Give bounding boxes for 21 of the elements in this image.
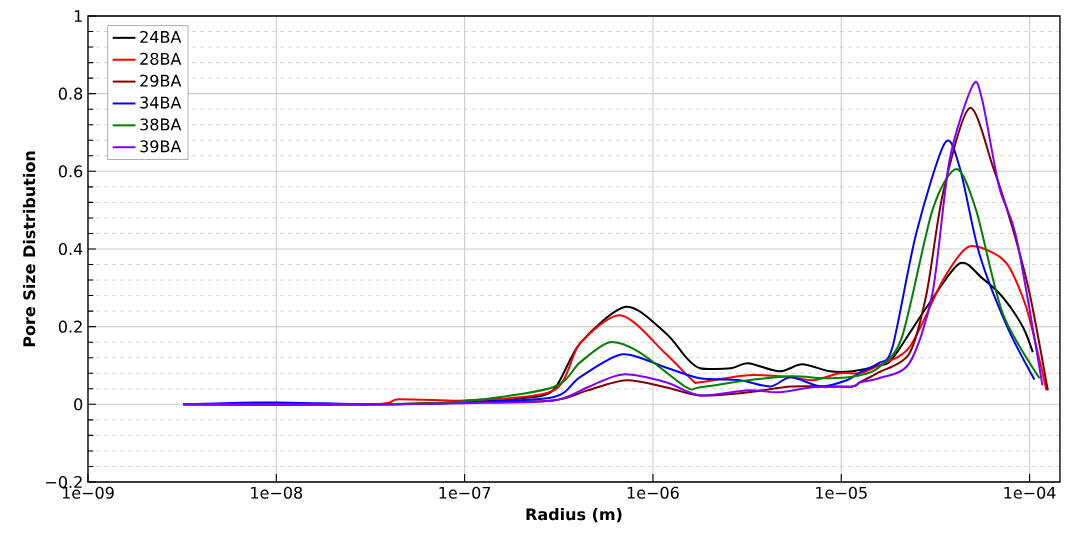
legend-label: 34BA: [140, 96, 182, 109]
x-tick-label: 1e−09: [62, 486, 114, 499]
y-tick-label: 0.4: [58, 242, 83, 256]
x-tick-label: 1e−08: [251, 486, 303, 499]
x-axis-title: Radius (m): [526, 507, 622, 523]
x-tick-label: 1e−07: [439, 486, 491, 499]
y-tick-label: 0.2: [58, 320, 82, 333]
y-tick-label: 0: [74, 398, 83, 411]
y-tick-label: 0.8: [58, 87, 83, 100]
legend-label: 24BA: [140, 30, 182, 43]
legend-label: 28BA: [140, 52, 182, 65]
x-tick-label: 1e−04: [1004, 486, 1056, 499]
y-tick-label: −0.2: [46, 475, 82, 489]
x-tick-label: 1e−06: [627, 486, 679, 499]
legend-label: 38BA: [140, 118, 182, 131]
legend-label: 29BA: [140, 74, 182, 87]
x-tick-label: 1e−05: [816, 486, 867, 499]
y-tick-label: 0.6: [58, 165, 83, 178]
y-axis-title: Pore Size Distribution: [22, 151, 36, 347]
y-tick-label: 1: [74, 10, 82, 22]
legend-label: 39BA: [140, 140, 182, 153]
